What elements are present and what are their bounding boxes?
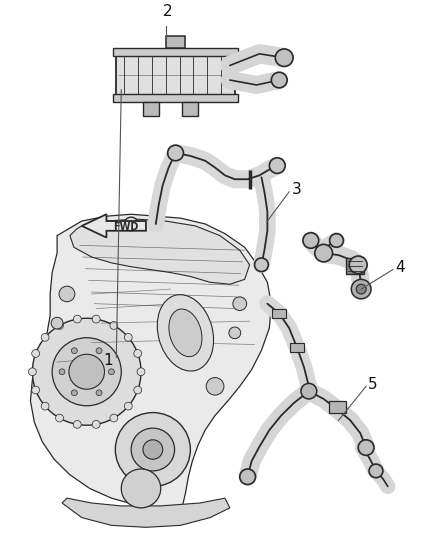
Polygon shape	[30, 214, 271, 508]
Bar	[346, 258, 364, 273]
Bar	[113, 94, 238, 102]
Circle shape	[52, 338, 121, 406]
Circle shape	[358, 440, 374, 455]
Polygon shape	[70, 219, 250, 284]
Circle shape	[28, 368, 36, 376]
Circle shape	[41, 334, 49, 341]
Circle shape	[92, 421, 100, 429]
Polygon shape	[62, 498, 230, 527]
Bar	[290, 343, 304, 352]
Circle shape	[369, 464, 383, 478]
Circle shape	[92, 315, 100, 323]
Polygon shape	[82, 214, 146, 238]
Circle shape	[350, 256, 367, 273]
Circle shape	[71, 390, 78, 395]
Text: 2: 2	[163, 4, 173, 19]
Circle shape	[121, 469, 161, 508]
Text: 3: 3	[292, 182, 302, 197]
Ellipse shape	[169, 309, 202, 357]
Circle shape	[56, 414, 64, 422]
Circle shape	[206, 377, 224, 395]
Bar	[113, 49, 238, 56]
Circle shape	[134, 350, 141, 357]
Circle shape	[32, 350, 39, 357]
Circle shape	[73, 421, 81, 429]
Bar	[183, 102, 198, 116]
Circle shape	[233, 297, 247, 311]
Circle shape	[303, 233, 319, 248]
Circle shape	[96, 390, 102, 395]
Circle shape	[143, 440, 163, 459]
Circle shape	[110, 414, 118, 422]
Circle shape	[59, 286, 75, 302]
Circle shape	[109, 369, 114, 375]
Circle shape	[73, 315, 81, 323]
Circle shape	[271, 72, 287, 88]
Text: FWD: FWD	[113, 222, 139, 232]
Bar	[166, 36, 185, 49]
Circle shape	[32, 386, 39, 394]
Circle shape	[329, 233, 343, 247]
Circle shape	[240, 469, 255, 484]
Circle shape	[110, 321, 118, 329]
Circle shape	[131, 428, 175, 471]
Ellipse shape	[157, 295, 214, 371]
Circle shape	[69, 354, 105, 389]
Circle shape	[301, 383, 317, 399]
Bar	[272, 309, 286, 318]
Circle shape	[124, 217, 138, 231]
Text: 1: 1	[104, 352, 113, 368]
Text: 4: 4	[396, 260, 405, 275]
Circle shape	[168, 145, 184, 161]
Text: 5: 5	[368, 377, 378, 392]
Circle shape	[137, 368, 145, 376]
Circle shape	[124, 334, 132, 341]
Circle shape	[229, 327, 241, 338]
Circle shape	[315, 244, 332, 262]
Bar	[143, 102, 159, 116]
Circle shape	[254, 258, 268, 272]
Circle shape	[71, 348, 78, 353]
Circle shape	[356, 284, 366, 294]
Circle shape	[32, 318, 141, 425]
Circle shape	[56, 321, 64, 329]
Circle shape	[269, 158, 285, 173]
Circle shape	[124, 402, 132, 410]
Circle shape	[134, 386, 141, 394]
Circle shape	[275, 49, 293, 67]
Circle shape	[51, 317, 63, 329]
Circle shape	[41, 402, 49, 410]
Circle shape	[96, 348, 102, 353]
Circle shape	[59, 369, 65, 375]
Bar	[117, 53, 235, 97]
Bar	[328, 401, 346, 413]
Circle shape	[351, 279, 371, 299]
Circle shape	[115, 413, 191, 487]
